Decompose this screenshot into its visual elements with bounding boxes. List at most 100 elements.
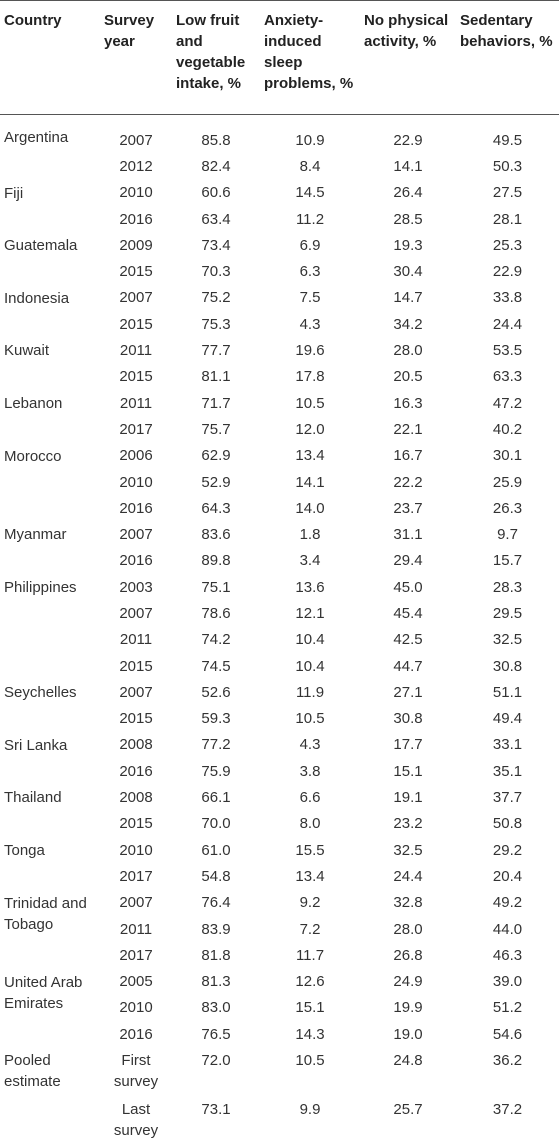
anxiety-sleep-cell: 9.9 <box>260 1096 360 1145</box>
sedentary-cell: 24.4 <box>456 311 559 337</box>
low-fruit-veg-cell: 81.3 <box>172 969 260 995</box>
no-physical-activity-cell: 25.7 <box>360 1096 456 1145</box>
survey-year-cell: 2017 <box>100 942 172 968</box>
survey-year-cell: 2016 <box>100 758 172 784</box>
sedentary-cell: 50.8 <box>456 811 559 837</box>
low-fruit-veg-cell: 81.8 <box>172 942 260 968</box>
low-fruit-veg-cell: 76.5 <box>172 1021 260 1047</box>
no-physical-activity-cell: 29.4 <box>360 548 456 574</box>
sedentary-cell: 26.3 <box>456 495 559 521</box>
no-physical-activity-cell: 27.1 <box>360 679 456 705</box>
low-fruit-veg-cell: 83.6 <box>172 521 260 547</box>
country-cell: Argentina <box>0 115 100 180</box>
no-physical-activity-cell: 14.7 <box>360 285 456 311</box>
low-fruit-veg-cell: 60.6 <box>172 180 260 206</box>
survey-year-cell: 2015 <box>100 653 172 679</box>
anxiety-sleep-cell: 14.5 <box>260 180 360 206</box>
country-cell: Trinidad and Tobago <box>0 890 100 969</box>
anxiety-sleep-cell: 14.1 <box>260 469 360 495</box>
country-cell: Kuwait <box>0 337 100 390</box>
header-row: Country Survey year Low fruit and vegeta… <box>0 1 559 115</box>
anxiety-sleep-cell: 7.5 <box>260 285 360 311</box>
sedentary-cell: 39.0 <box>456 969 559 995</box>
sedentary-cell: 49.2 <box>456 890 559 916</box>
survey-year-cell: 2007 <box>100 679 172 705</box>
anxiety-sleep-cell: 11.9 <box>260 679 360 705</box>
survey-year-cell: 2012 <box>100 153 172 179</box>
low-fruit-veg-cell: 59.3 <box>172 706 260 732</box>
anxiety-sleep-cell: 6.6 <box>260 784 360 810</box>
anxiety-sleep-cell: 14.3 <box>260 1021 360 1047</box>
header-no-physical-activity: No physical activity, % <box>360 1 456 115</box>
survey-year-cell: 2008 <box>100 732 172 758</box>
no-physical-activity-cell: 24.9 <box>360 969 456 995</box>
survey-year-cell: 2008 <box>100 784 172 810</box>
no-physical-activity-cell: 32.8 <box>360 890 456 916</box>
low-fruit-veg-cell: 62.9 <box>172 443 260 469</box>
no-physical-activity-cell: 45.0 <box>360 574 456 600</box>
country-cell: Thailand <box>0 784 100 837</box>
sedentary-cell: 28.3 <box>456 574 559 600</box>
survey-year-cell: First survey <box>100 1047 172 1096</box>
anxiety-sleep-cell: 19.6 <box>260 337 360 363</box>
low-fruit-veg-cell: 61.0 <box>172 837 260 863</box>
survey-year-cell: 2009 <box>100 232 172 258</box>
anxiety-sleep-cell: 15.1 <box>260 995 360 1021</box>
anxiety-sleep-cell: 3.8 <box>260 758 360 784</box>
survey-year-cell: 2010 <box>100 837 172 863</box>
low-fruit-veg-cell: 89.8 <box>172 548 260 574</box>
survey-year-cell: 2007 <box>100 600 172 626</box>
country-cell: Morocco <box>0 443 100 522</box>
survey-year-cell: 2015 <box>100 811 172 837</box>
no-physical-activity-cell: 19.9 <box>360 995 456 1021</box>
sedentary-cell: 44.0 <box>456 916 559 942</box>
low-fruit-veg-cell: 74.2 <box>172 627 260 653</box>
no-physical-activity-cell: 45.4 <box>360 600 456 626</box>
survey-year-cell: 2015 <box>100 258 172 284</box>
header-low-fruit-veg: Low fruit and vegetable intake, % <box>172 1 260 115</box>
anxiety-sleep-cell: 10.5 <box>260 1047 360 1096</box>
sedentary-cell: 35.1 <box>456 758 559 784</box>
sedentary-cell: 37.7 <box>456 784 559 810</box>
survey-year-cell: 2016 <box>100 495 172 521</box>
no-physical-activity-cell: 20.5 <box>360 364 456 390</box>
sedentary-cell: 9.7 <box>456 521 559 547</box>
sedentary-cell: 27.5 <box>456 180 559 206</box>
low-fruit-veg-cell: 73.1 <box>172 1096 260 1145</box>
survey-year-cell: 2007 <box>100 115 172 154</box>
survey-year-cell: 2016 <box>100 206 172 232</box>
anxiety-sleep-cell: 17.8 <box>260 364 360 390</box>
no-physical-activity-cell: 34.2 <box>360 311 456 337</box>
country-cell: Tonga <box>0 837 100 890</box>
anxiety-sleep-cell: 11.7 <box>260 942 360 968</box>
low-fruit-veg-cell: 72.0 <box>172 1047 260 1096</box>
no-physical-activity-cell: 30.4 <box>360 258 456 284</box>
survey-year-cell: 2017 <box>100 416 172 442</box>
anxiety-sleep-cell: 13.4 <box>260 863 360 889</box>
no-physical-activity-cell: 17.7 <box>360 732 456 758</box>
sedentary-cell: 47.2 <box>456 390 559 416</box>
sedentary-cell: 46.3 <box>456 942 559 968</box>
no-physical-activity-cell: 22.2 <box>360 469 456 495</box>
anxiety-sleep-cell: 14.0 <box>260 495 360 521</box>
anxiety-sleep-cell: 10.9 <box>260 115 360 154</box>
sedentary-cell: 40.2 <box>456 416 559 442</box>
low-fruit-veg-cell: 77.7 <box>172 337 260 363</box>
anxiety-sleep-cell: 8.4 <box>260 153 360 179</box>
anxiety-sleep-cell: 6.3 <box>260 258 360 284</box>
country-cell: Seychelles <box>0 679 100 732</box>
anxiety-sleep-cell: 12.0 <box>260 416 360 442</box>
survey-year-cell: 2015 <box>100 311 172 337</box>
no-physical-activity-cell: 22.1 <box>360 416 456 442</box>
country-cell: United Arab Emirates <box>0 969 100 1048</box>
sedentary-cell: 50.3 <box>456 153 559 179</box>
anxiety-sleep-cell: 12.1 <box>260 600 360 626</box>
low-fruit-veg-cell: 70.3 <box>172 258 260 284</box>
sedentary-cell: 15.7 <box>456 548 559 574</box>
